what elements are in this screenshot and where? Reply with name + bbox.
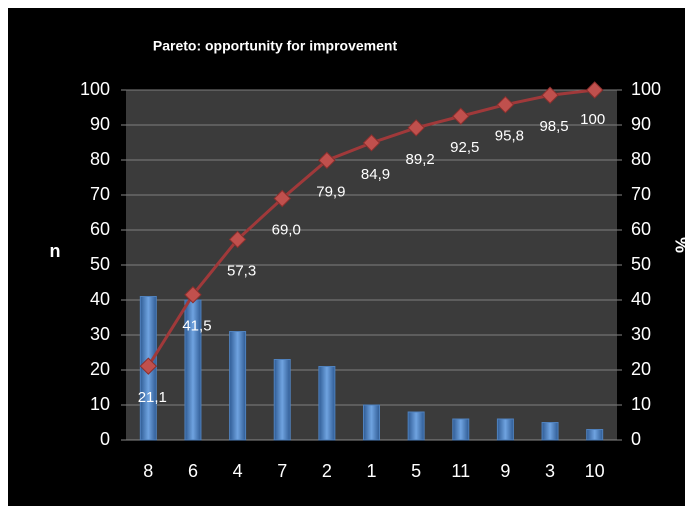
data-label: 69,0 bbox=[272, 221, 301, 238]
y2-tick-label: 60 bbox=[631, 219, 651, 239]
bar bbox=[541, 422, 559, 441]
bar bbox=[318, 366, 336, 441]
data-label: 95,8 bbox=[495, 128, 524, 145]
bar bbox=[363, 404, 380, 441]
y-tick-label: 10 bbox=[90, 394, 110, 414]
data-label: 84,9 bbox=[361, 166, 390, 183]
y2-tick-label: 10 bbox=[631, 394, 651, 414]
x-tick-label: 9 bbox=[500, 461, 510, 481]
marker bbox=[184, 286, 202, 304]
data-label: 21,1 bbox=[138, 389, 167, 406]
marker bbox=[318, 151, 336, 170]
data-label: 57,3 bbox=[227, 262, 256, 279]
x-tick-label: 4 bbox=[233, 461, 243, 481]
data-label: 79,9 bbox=[316, 183, 345, 200]
y2-tick-label: 0 bbox=[631, 429, 641, 449]
data-label: 41,5 bbox=[182, 318, 211, 335]
marker bbox=[452, 107, 470, 125]
x-tick-label: 7 bbox=[277, 461, 287, 481]
x-tick-label: 11 bbox=[451, 461, 470, 481]
x-tick-label: 8 bbox=[143, 461, 153, 481]
marker bbox=[541, 86, 559, 104]
bar bbox=[452, 418, 470, 441]
bar bbox=[496, 418, 514, 441]
y-tick-label: 60 bbox=[90, 219, 110, 239]
bar bbox=[229, 331, 247, 441]
y-axis-label: n bbox=[50, 241, 61, 261]
y-tick-label: 20 bbox=[90, 359, 110, 379]
bar bbox=[273, 359, 291, 441]
data-label: 92,5 bbox=[450, 139, 479, 156]
marker bbox=[139, 357, 158, 375]
y2-axis-label: % bbox=[671, 237, 691, 253]
x-tick-label: 10 bbox=[585, 461, 605, 481]
x-tick-label: 1 bbox=[366, 461, 376, 481]
y-tick-label: 90 bbox=[90, 114, 110, 134]
y-tick-label: 0 bbox=[100, 429, 110, 449]
y2-tick-label: 90 bbox=[631, 114, 651, 134]
y-tick-label: 30 bbox=[90, 324, 110, 344]
chart-title: Pareto: opportunity for improvement bbox=[153, 38, 398, 54]
data-label: 89,2 bbox=[406, 151, 435, 168]
x-tick-label: 2 bbox=[322, 461, 332, 481]
y2-tick-label: 50 bbox=[631, 254, 651, 274]
marker bbox=[585, 81, 604, 99]
x-tick-label: 5 bbox=[411, 461, 421, 481]
marker bbox=[362, 134, 381, 152]
data-label: 100 bbox=[580, 111, 605, 128]
y2-tick-label: 100 bbox=[631, 79, 661, 99]
marker bbox=[273, 189, 291, 208]
y-tick-label: 40 bbox=[90, 289, 110, 309]
y-tick-label: 50 bbox=[90, 254, 110, 274]
y2-tick-label: 70 bbox=[631, 184, 651, 204]
bar bbox=[586, 429, 604, 441]
y-tick-label: 70 bbox=[90, 184, 110, 204]
x-tick-label: 3 bbox=[545, 461, 555, 481]
marker bbox=[407, 119, 425, 137]
y-tick-label: 80 bbox=[90, 149, 110, 169]
marker bbox=[496, 95, 515, 114]
x-tick-label: 6 bbox=[188, 461, 198, 481]
y-tick-label: 100 bbox=[80, 79, 110, 99]
y2-tick-label: 40 bbox=[631, 289, 651, 309]
data-label: 98,5 bbox=[539, 118, 568, 135]
bar bbox=[407, 411, 425, 441]
marker bbox=[228, 230, 247, 249]
y2-tick-label: 30 bbox=[631, 324, 651, 344]
y2-tick-label: 80 bbox=[631, 149, 651, 169]
y2-tick-label: 20 bbox=[631, 359, 651, 379]
